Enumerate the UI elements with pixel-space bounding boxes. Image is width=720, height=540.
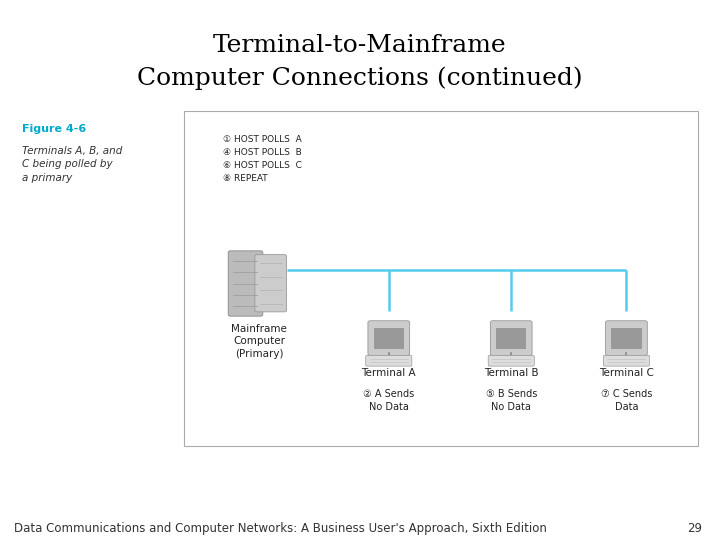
Text: ② A Sends
No Data: ② A Sends No Data — [363, 389, 415, 411]
Text: Figure 4-6: Figure 4-6 — [22, 124, 86, 134]
Text: 29: 29 — [687, 522, 702, 535]
Text: ⑤ B Sends
No Data: ⑤ B Sends No Data — [485, 389, 537, 411]
Text: Computer Connections (continued): Computer Connections (continued) — [138, 66, 582, 90]
Bar — [374, 328, 404, 349]
Text: Mainframe
Computer
(Primary): Mainframe Computer (Primary) — [231, 324, 287, 359]
FancyBboxPatch shape — [366, 355, 412, 366]
Text: Terminals A, B, and
C being polled by
a primary: Terminals A, B, and C being polled by a … — [22, 146, 122, 183]
FancyBboxPatch shape — [606, 321, 647, 355]
FancyBboxPatch shape — [228, 251, 263, 316]
FancyBboxPatch shape — [255, 255, 287, 312]
FancyBboxPatch shape — [368, 321, 410, 355]
Text: ⑦ C Sends
Data: ⑦ C Sends Data — [600, 389, 652, 411]
FancyBboxPatch shape — [490, 321, 532, 355]
Bar — [611, 328, 642, 349]
Text: Data Communications and Computer Networks: A Business User's Approach, Sixth Edi: Data Communications and Computer Network… — [14, 522, 547, 535]
Text: Terminal A: Terminal A — [361, 368, 416, 379]
FancyBboxPatch shape — [488, 355, 534, 366]
Bar — [496, 328, 526, 349]
Text: ① HOST POLLS  A
④ HOST POLLS  B
⑥ HOST POLLS  C
⑧ REPEAT: ① HOST POLLS A ④ HOST POLLS B ⑥ HOST POL… — [223, 135, 302, 183]
Text: Terminal C: Terminal C — [599, 368, 654, 379]
Text: Terminal B: Terminal B — [484, 368, 539, 379]
Bar — [184, 111, 698, 446]
Text: Terminal-to-Mainframe: Terminal-to-Mainframe — [213, 35, 507, 57]
FancyBboxPatch shape — [603, 355, 649, 366]
